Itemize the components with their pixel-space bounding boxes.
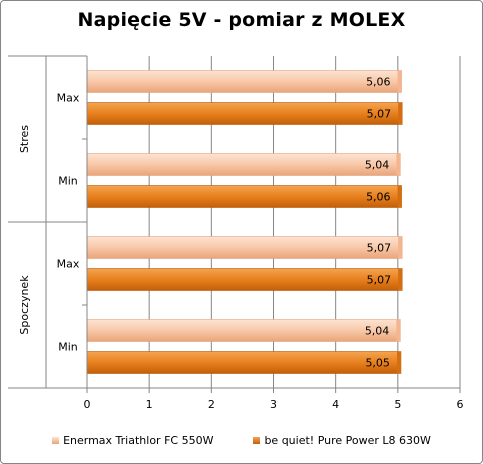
bar-s1-c2	[86, 268, 403, 291]
x-tick-label-0: 0	[84, 398, 91, 411]
group-label-spoczynek: Spoczynek	[18, 275, 31, 335]
bar-s0-c3	[86, 319, 401, 342]
legend-entry-bequiet: be quiet! Pure Power L8 630W	[253, 433, 431, 447]
x-tick-label-6: 6	[457, 398, 464, 411]
x-tick-label-2: 2	[208, 398, 215, 411]
data-label-s1-c0: 5,07	[367, 108, 392, 121]
category-label-min-3: Min	[58, 341, 78, 354]
category-label-max-2: Max	[57, 258, 80, 271]
x-tick-label-5: 5	[394, 398, 401, 411]
chart-title: Napięcie 5V - pomiar z MOLEX	[77, 9, 406, 31]
legend: Enermax Triathlor FC 550W be quiet! Pure…	[0, 431, 483, 449]
data-label-s1-c3: 5,05	[365, 357, 390, 370]
data-label-s0-c3: 5,04	[365, 325, 390, 338]
group-label-stres: Stres	[18, 125, 31, 153]
bar-cap-s1-c1	[397, 185, 402, 208]
bar-cap-s0-c3	[396, 319, 401, 342]
bar-cap-s0-c2	[398, 236, 403, 259]
data-label-s0-c2: 5,07	[367, 242, 392, 255]
data-label-s1-c2: 5,07	[367, 274, 392, 287]
data-label-s0-c0: 5,06	[366, 76, 391, 89]
legend-swatch-enermax	[52, 436, 60, 444]
data-label-s0-c1: 5,04	[365, 159, 390, 172]
bar-s0-c2	[86, 236, 403, 259]
x-tick-label-1: 1	[146, 398, 153, 411]
category-label-min-1: Min	[58, 175, 78, 188]
x-tick-label-3: 3	[270, 398, 277, 411]
bar-cap-s0-c1	[396, 153, 401, 176]
bar-cap-s1-c0	[398, 102, 403, 125]
bar-s1-c3	[86, 351, 402, 374]
legend-label-enermax: Enermax Triathlor FC 550W	[63, 433, 214, 447]
legend-label-bequiet: be quiet! Pure Power L8 630W	[264, 433, 431, 447]
legend-swatch-bequiet	[253, 436, 261, 444]
data-label-s1-c1: 5,06	[366, 191, 391, 204]
legend-entry-enermax: Enermax Triathlor FC 550W	[52, 434, 213, 447]
x-tick-label-4: 4	[332, 398, 339, 411]
bar-s0-c1	[86, 153, 401, 176]
bar-cap-s0-c0	[397, 70, 402, 93]
category-label-max-0: Max	[57, 92, 80, 105]
bar-cap-s1-c2	[398, 268, 403, 291]
bar-s0-c0	[86, 70, 402, 93]
bar-s1-c1	[86, 185, 402, 208]
bar-s1-c0	[86, 102, 403, 125]
bar-cap-s1-c3	[396, 351, 401, 374]
